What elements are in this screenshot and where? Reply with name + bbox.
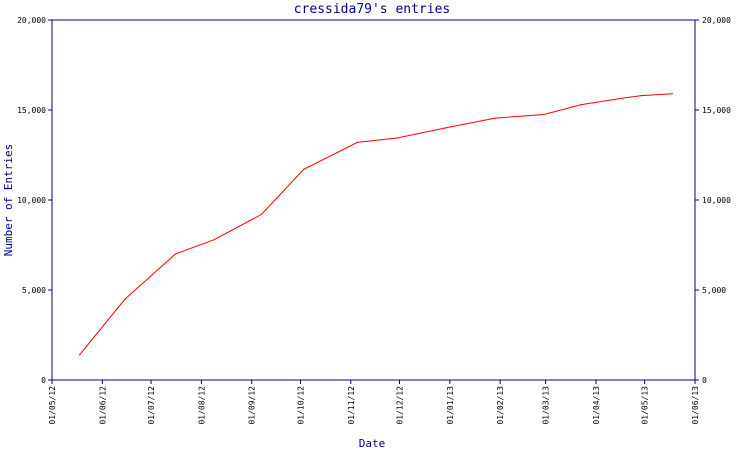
plot-frame — [51, 19, 696, 381]
x-tick-label: 01/03/13 — [542, 386, 551, 425]
x-axis-ticks: 01/05/12 01/06/12 01/07/12 01/08/12 01/09/12… — [48, 380, 700, 425]
x-tick-label: 01/07/12 — [147, 386, 156, 425]
data-point — [174, 253, 177, 255]
data-point — [640, 95, 643, 97]
x-tick-label: 01/06/13 — [691, 386, 700, 425]
y-tick-label-left: 10,000 — [17, 196, 46, 205]
chart-title: cressida79's entries — [294, 2, 451, 17]
x-tick-label: 01/02/13 — [496, 386, 505, 425]
y-tick-label-left: 20,000 — [17, 16, 46, 25]
data-point — [580, 104, 582, 106]
data-point — [303, 168, 305, 170]
data-point — [494, 117, 496, 119]
data-point — [444, 127, 446, 129]
y-tick-label-right: 10,000 — [702, 196, 731, 205]
data-point — [397, 137, 399, 139]
data-point — [124, 298, 126, 300]
series-layer — [79, 93, 673, 356]
x-tick-label: 01/09/12 — [248, 386, 257, 425]
x-tick-label: 01/11/12 — [347, 386, 356, 425]
x-tick-label: 01/10/12 — [296, 386, 305, 425]
x-tick-label: 01/05/13 — [641, 386, 650, 425]
y-tick-label-right: 20,000 — [702, 16, 731, 25]
data-point — [260, 213, 263, 215]
data-point — [671, 93, 673, 95]
data-point — [213, 239, 215, 241]
x-tick-label: 01/12/12 — [395, 386, 404, 425]
x-tick-label: 01/05/12 — [48, 386, 57, 425]
data-point — [621, 97, 623, 99]
y-tick-label-left: 15,000 — [17, 106, 46, 115]
data-point — [356, 141, 358, 143]
y-tick-label-left: 5,000 — [22, 286, 46, 295]
y-tick-label-right: 15,000 — [702, 106, 731, 115]
y-axis-ticks: 0 0 5,000 5,000 10,000 10,000 15,000 15,000 20,0… — [17, 16, 731, 385]
data-point — [79, 354, 81, 356]
x-tick-label: 01/01/13 — [446, 386, 455, 425]
x-tick-label: 01/08/12 — [197, 386, 206, 425]
x-axis-label: Date — [359, 437, 386, 450]
x-tick-label: 01/04/13 — [592, 386, 601, 425]
data-point — [543, 113, 545, 116]
x-tick-label: 01/06/12 — [98, 386, 107, 425]
y-tick-label-left: 0 — [41, 376, 46, 385]
y-axis-label: Number of Entries — [2, 144, 15, 257]
series-line — [79, 93, 673, 356]
y-tick-label-right: 5,000 — [702, 286, 726, 295]
y-tick-label-right: 0 — [702, 376, 707, 385]
